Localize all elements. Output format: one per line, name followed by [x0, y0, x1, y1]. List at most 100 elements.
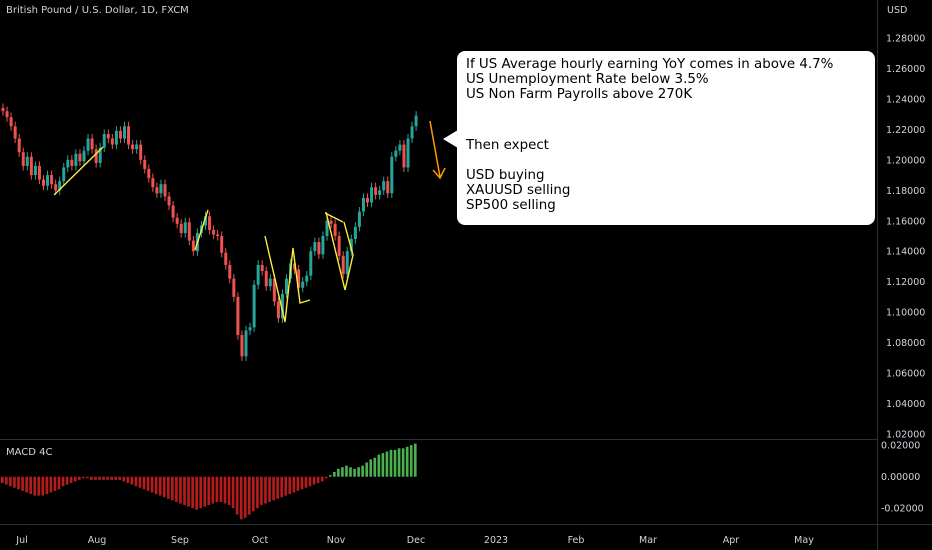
macd-bar: [90, 476, 93, 480]
candle: [187, 217, 191, 246]
candle: [74, 149, 78, 171]
trendline-oct-b: [325, 211, 354, 291]
candle: [25, 152, 29, 171]
candle: [127, 121, 131, 150]
macd-bar: [389, 449, 393, 477]
macd-bar: [264, 476, 267, 504]
macd-bar: [393, 449, 397, 477]
macd-bar: [284, 476, 288, 496]
macd-bar: [401, 448, 405, 477]
candle: [325, 216, 329, 241]
candle: [333, 219, 337, 241]
macd-bar: [385, 451, 389, 477]
macd-bar: [304, 476, 308, 488]
macd-bar: [81, 476, 85, 479]
candle: [102, 129, 106, 153]
macd-bar: [21, 476, 24, 491]
macd-bar: [239, 476, 243, 520]
candle: [1, 103, 5, 116]
candle: [382, 176, 386, 195]
x-tick-label: Apr: [723, 535, 740, 546]
candle: [357, 207, 361, 232]
y-tick-label: 1.16000: [886, 216, 925, 227]
candle: [361, 193, 365, 217]
trendline-oct-a: [264, 235, 311, 323]
y-tick-label: 1.10000: [886, 308, 925, 319]
candle: [78, 149, 82, 166]
candle: [410, 121, 414, 144]
candle: [329, 216, 333, 229]
y-tick-label: 1.18000: [886, 186, 925, 197]
candle: [5, 106, 9, 122]
candle: [155, 182, 159, 198]
macd-bar: [369, 459, 373, 477]
macd-bar: [191, 476, 194, 509]
candle: [167, 191, 171, 211]
macd-bar: [1, 476, 4, 483]
candle: [276, 296, 280, 323]
macd-bar: [134, 476, 138, 487]
y-tick-label: 1.04000: [886, 399, 925, 410]
macd-bar: [86, 476, 89, 479]
x-tick-label: Feb: [568, 535, 585, 546]
macd-bar: [243, 476, 247, 518]
note-line: SP500 selling: [466, 198, 556, 213]
candle: [370, 182, 374, 208]
macd-bar: [77, 476, 81, 480]
candle: [256, 260, 260, 290]
macd-bar: [61, 476, 65, 487]
macd-bar: [280, 476, 283, 498]
trendline-sep: [194, 209, 209, 251]
candle: [86, 133, 90, 156]
candle: [17, 133, 21, 157]
macd-bar: [308, 476, 312, 487]
macd-bar: [292, 476, 296, 493]
macd-bar: [94, 476, 97, 480]
macd-bar: [377, 454, 381, 477]
macd-bar: [296, 476, 300, 491]
macd-bar: [349, 467, 352, 477]
candle: [398, 140, 402, 156]
macd-bar: [381, 453, 385, 477]
macd-bar: [110, 476, 113, 480]
annotation-note[interactable]: If US Average hourly earning YoY comes i…: [457, 51, 875, 225]
candle: [54, 179, 58, 195]
candle: [147, 164, 151, 183]
y-tick-label: 1.28000: [886, 34, 925, 45]
macd-y-tick-label: 0.02000: [881, 441, 920, 452]
candle: [301, 277, 305, 293]
candle: [313, 237, 317, 256]
macd-bar: [146, 476, 150, 491]
candle: [232, 274, 236, 302]
note-line: If US Average hourly earning YoY comes i…: [466, 57, 834, 72]
note-line: Then expect: [466, 138, 549, 153]
macd-bar: [397, 448, 401, 477]
candle: [390, 152, 394, 198]
macd-bar: [37, 476, 41, 496]
macd-y-tick-label: 0.00000: [881, 472, 920, 483]
x-tick-label: Nov: [327, 535, 346, 546]
candle: [135, 140, 139, 154]
note-line: XAUUSD selling: [466, 183, 571, 198]
y-tick-label: 1.06000: [886, 369, 925, 380]
macd-bar: [29, 476, 32, 495]
candle: [90, 133, 94, 154]
candle: [9, 112, 13, 131]
macd-bar: [102, 476, 105, 480]
macd-bar: [247, 476, 251, 515]
macd-bar: [166, 476, 170, 499]
candle: [66, 155, 70, 173]
candle: [244, 325, 248, 361]
candle: [106, 129, 110, 144]
macd-bar: [9, 476, 12, 487]
macd-bar: [219, 476, 223, 502]
x-tick-label: Jul: [15, 535, 27, 546]
candle: [414, 111, 418, 131]
macd-y-tick-label: -0.02000: [881, 504, 924, 515]
x-tick-label: Mar: [639, 535, 657, 546]
candle: [260, 260, 264, 276]
y-tick-label: 1.12000: [886, 277, 925, 288]
candle: [37, 161, 41, 185]
note-line: US Non Farm Payrolls above 270K: [466, 87, 693, 102]
macd-bar: [328, 475, 332, 477]
